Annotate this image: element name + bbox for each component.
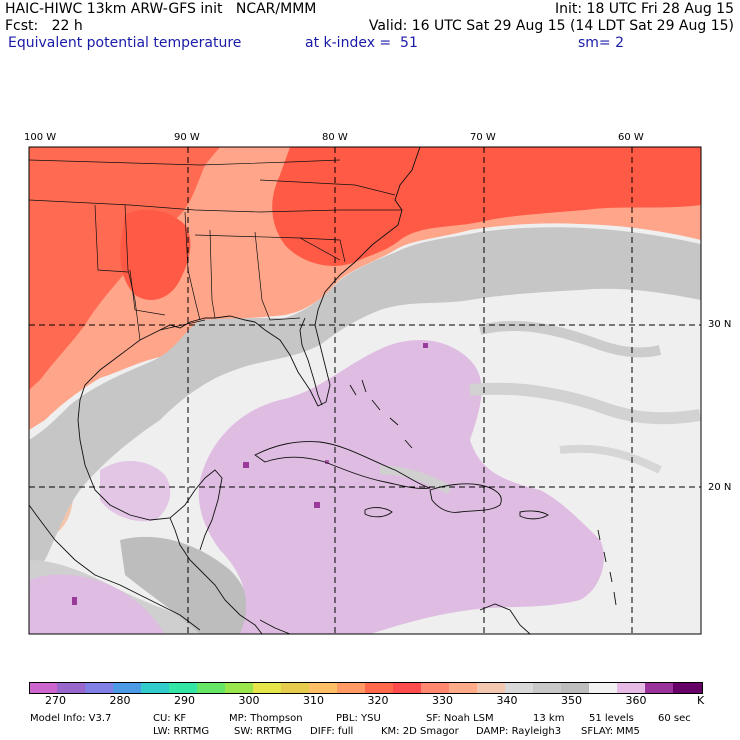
init-time: Init: 18 UTC Fri 28 Aug 15 [554, 1, 734, 17]
lon-label-90w: 90 W [174, 132, 200, 143]
lon-label-100w: 100 W [24, 132, 57, 143]
valid-time: Valid: 16 UTC Sat 29 Aug 15 (14 LDT Sat … [368, 18, 734, 34]
colorbar-swatch [505, 682, 534, 694]
footer-mp: MP: Thompson [229, 713, 303, 724]
level-label: at k-index = 51 [305, 35, 418, 51]
colorbar-swatch [449, 682, 478, 694]
lon-label-60w: 60 W [618, 132, 644, 143]
colorbar-swatch [57, 682, 86, 694]
colorbar-swatch [253, 682, 282, 694]
footer-pbl: PBL: YSU [336, 713, 381, 724]
forecast-hour: Fcst: 22 h [5, 18, 83, 34]
footer-km: KM: 2D Smagor [381, 726, 459, 737]
colorbar-swatch [309, 682, 338, 694]
map-frame [28, 146, 702, 635]
colorbar-swatch [533, 682, 562, 694]
field-name: Equivalent potential temperature [8, 35, 242, 51]
colorbar-swatch [477, 682, 506, 694]
colorbar-swatch [589, 682, 618, 694]
theta-e-hot-central [120, 209, 191, 300]
colorbar-swatch [169, 682, 198, 694]
footer-diff: DIFF: full [310, 726, 354, 737]
footer-sflay: SFLAY: MM5 [581, 726, 640, 737]
theta-e-low-west [29, 574, 165, 634]
footer-cu: CU: KF [153, 713, 187, 724]
colorbar-tick-label: 350 [561, 694, 582, 707]
colorbar-swatch [29, 682, 59, 694]
colorbar-swatch [85, 682, 114, 694]
colorbar-swatch [421, 682, 450, 694]
lon-label-70w: 70 W [470, 132, 496, 143]
colorbar-tick-label: 270 [45, 694, 66, 707]
colorbar-tick-label: 330 [432, 694, 453, 707]
colorbar-tick-label: 280 [109, 694, 131, 707]
colorbar-tick-label: 290 [174, 694, 195, 707]
colorbar-swatch [225, 682, 254, 694]
colorbar-swatch [645, 682, 674, 694]
colorbar-swatch [393, 682, 422, 694]
colorbar-tick-label: 300 [238, 694, 260, 707]
colorbar-tick-label: 320 [367, 694, 389, 707]
colorbar-swatch [281, 682, 310, 694]
colorbar-swatch [141, 682, 170, 694]
smoothing-label: sm= 2 [578, 35, 625, 51]
footer-lw: LW: RRTMG [153, 726, 210, 737]
colorbar-swatch [337, 682, 366, 694]
colorbar-swatch [561, 682, 590, 694]
theta-e-hot-ne [272, 147, 701, 266]
colorbar-tick-label: 360 [625, 694, 647, 707]
colorbar-swatch [113, 682, 142, 694]
footer-res: 13 km [533, 713, 565, 724]
footer-levels: 51 levels [589, 713, 634, 724]
footer-timestep: 60 sec [658, 713, 691, 724]
lon-label-80w: 80 W [322, 132, 348, 143]
colorbar-swatch [197, 682, 226, 694]
model-title: HAIC-HIWC 13km ARW-GFS init NCAR/MMM [5, 1, 317, 17]
lat-label-20n: 20 N [708, 482, 732, 493]
footer-sf: SF: Noah LSM [426, 713, 494, 724]
footer-sw: SW: RRTMG [234, 726, 292, 737]
theta-e-low-gulf [100, 460, 171, 522]
lat-lon-grid [29, 147, 701, 634]
colorbar-swatch [617, 682, 646, 694]
theta-e-gray-central-am [120, 536, 250, 634]
footer-model-info: Model Info: V3.7 [30, 713, 112, 724]
theta-e-warm-region [29, 147, 701, 430]
colorbar-unit: K [697, 694, 705, 707]
footer-damp: DAMP: Rayleigh3 [476, 726, 562, 737]
colorbar-swatch [673, 682, 703, 694]
colorbar-tick-label: 340 [496, 694, 518, 707]
colorbar-swatch [365, 682, 394, 694]
colorbar-tick-label: 310 [303, 694, 324, 707]
lat-label-30n: 30 N [708, 319, 732, 330]
theta-e-gray-band [29, 227, 701, 570]
